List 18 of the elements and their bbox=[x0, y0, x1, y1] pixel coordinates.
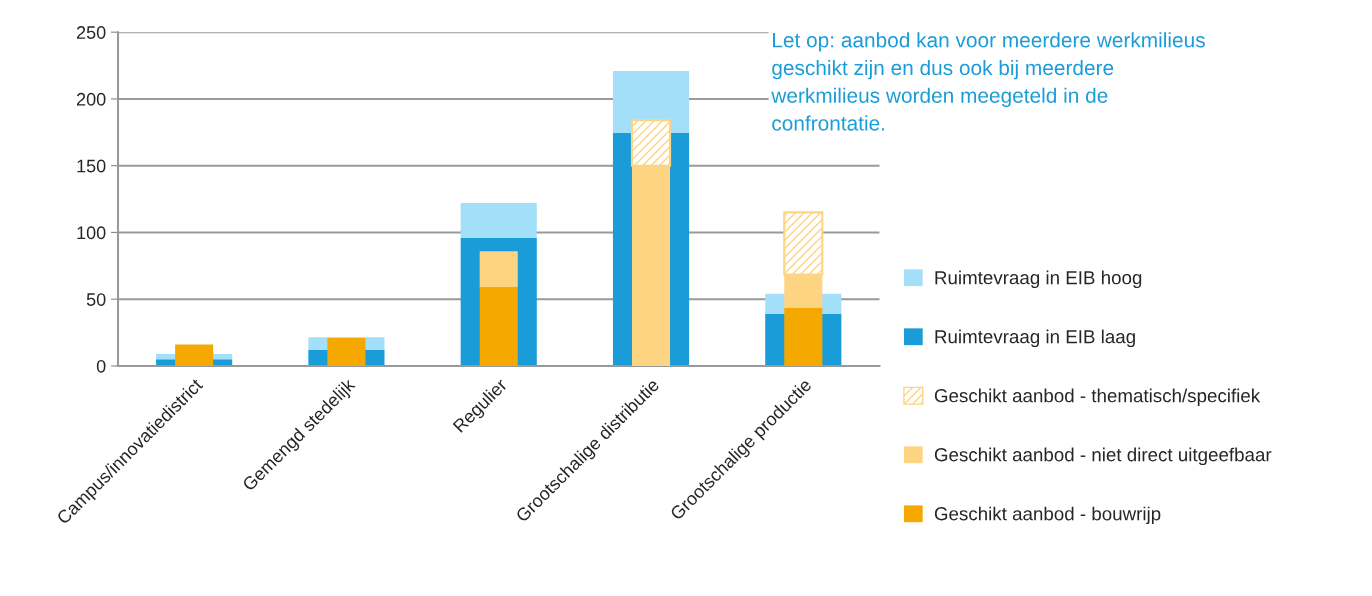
bar bbox=[175, 344, 214, 366]
legend-label: Ruimtevraag in EIB laag bbox=[935, 329, 1135, 348]
y-tick-label: 250 bbox=[76, 26, 106, 39]
bar bbox=[479, 287, 518, 366]
legend-label: Geschikt aanbod - niet direct uitgeefbaar bbox=[934, 447, 1272, 466]
bar bbox=[460, 203, 537, 238]
y-tick-label: 0 bbox=[96, 359, 106, 373]
y-tick-label: 200 bbox=[76, 92, 106, 106]
bar bbox=[784, 307, 823, 366]
y-tick-label: 100 bbox=[77, 226, 106, 240]
legend-label: Geschikt aanbod - bouwrijp bbox=[934, 506, 1161, 525]
legend-label: Geschikt aanbod - thematisch/specifiek bbox=[934, 388, 1261, 407]
bar bbox=[327, 337, 366, 366]
legend-label: Ruimtevraag in EIB hoog bbox=[935, 270, 1142, 289]
y-tick-label: 50 bbox=[86, 293, 106, 306]
annotation: Let op: aanbod kan voor meerdere werkmilieus geschikt zijn en dus ook bij meerdere werkmilieus worden meegeteld in de confrontatie. bbox=[771, 32, 1205, 131]
bar bbox=[479, 251, 518, 288]
y-tick-label: 150 bbox=[77, 159, 106, 173]
